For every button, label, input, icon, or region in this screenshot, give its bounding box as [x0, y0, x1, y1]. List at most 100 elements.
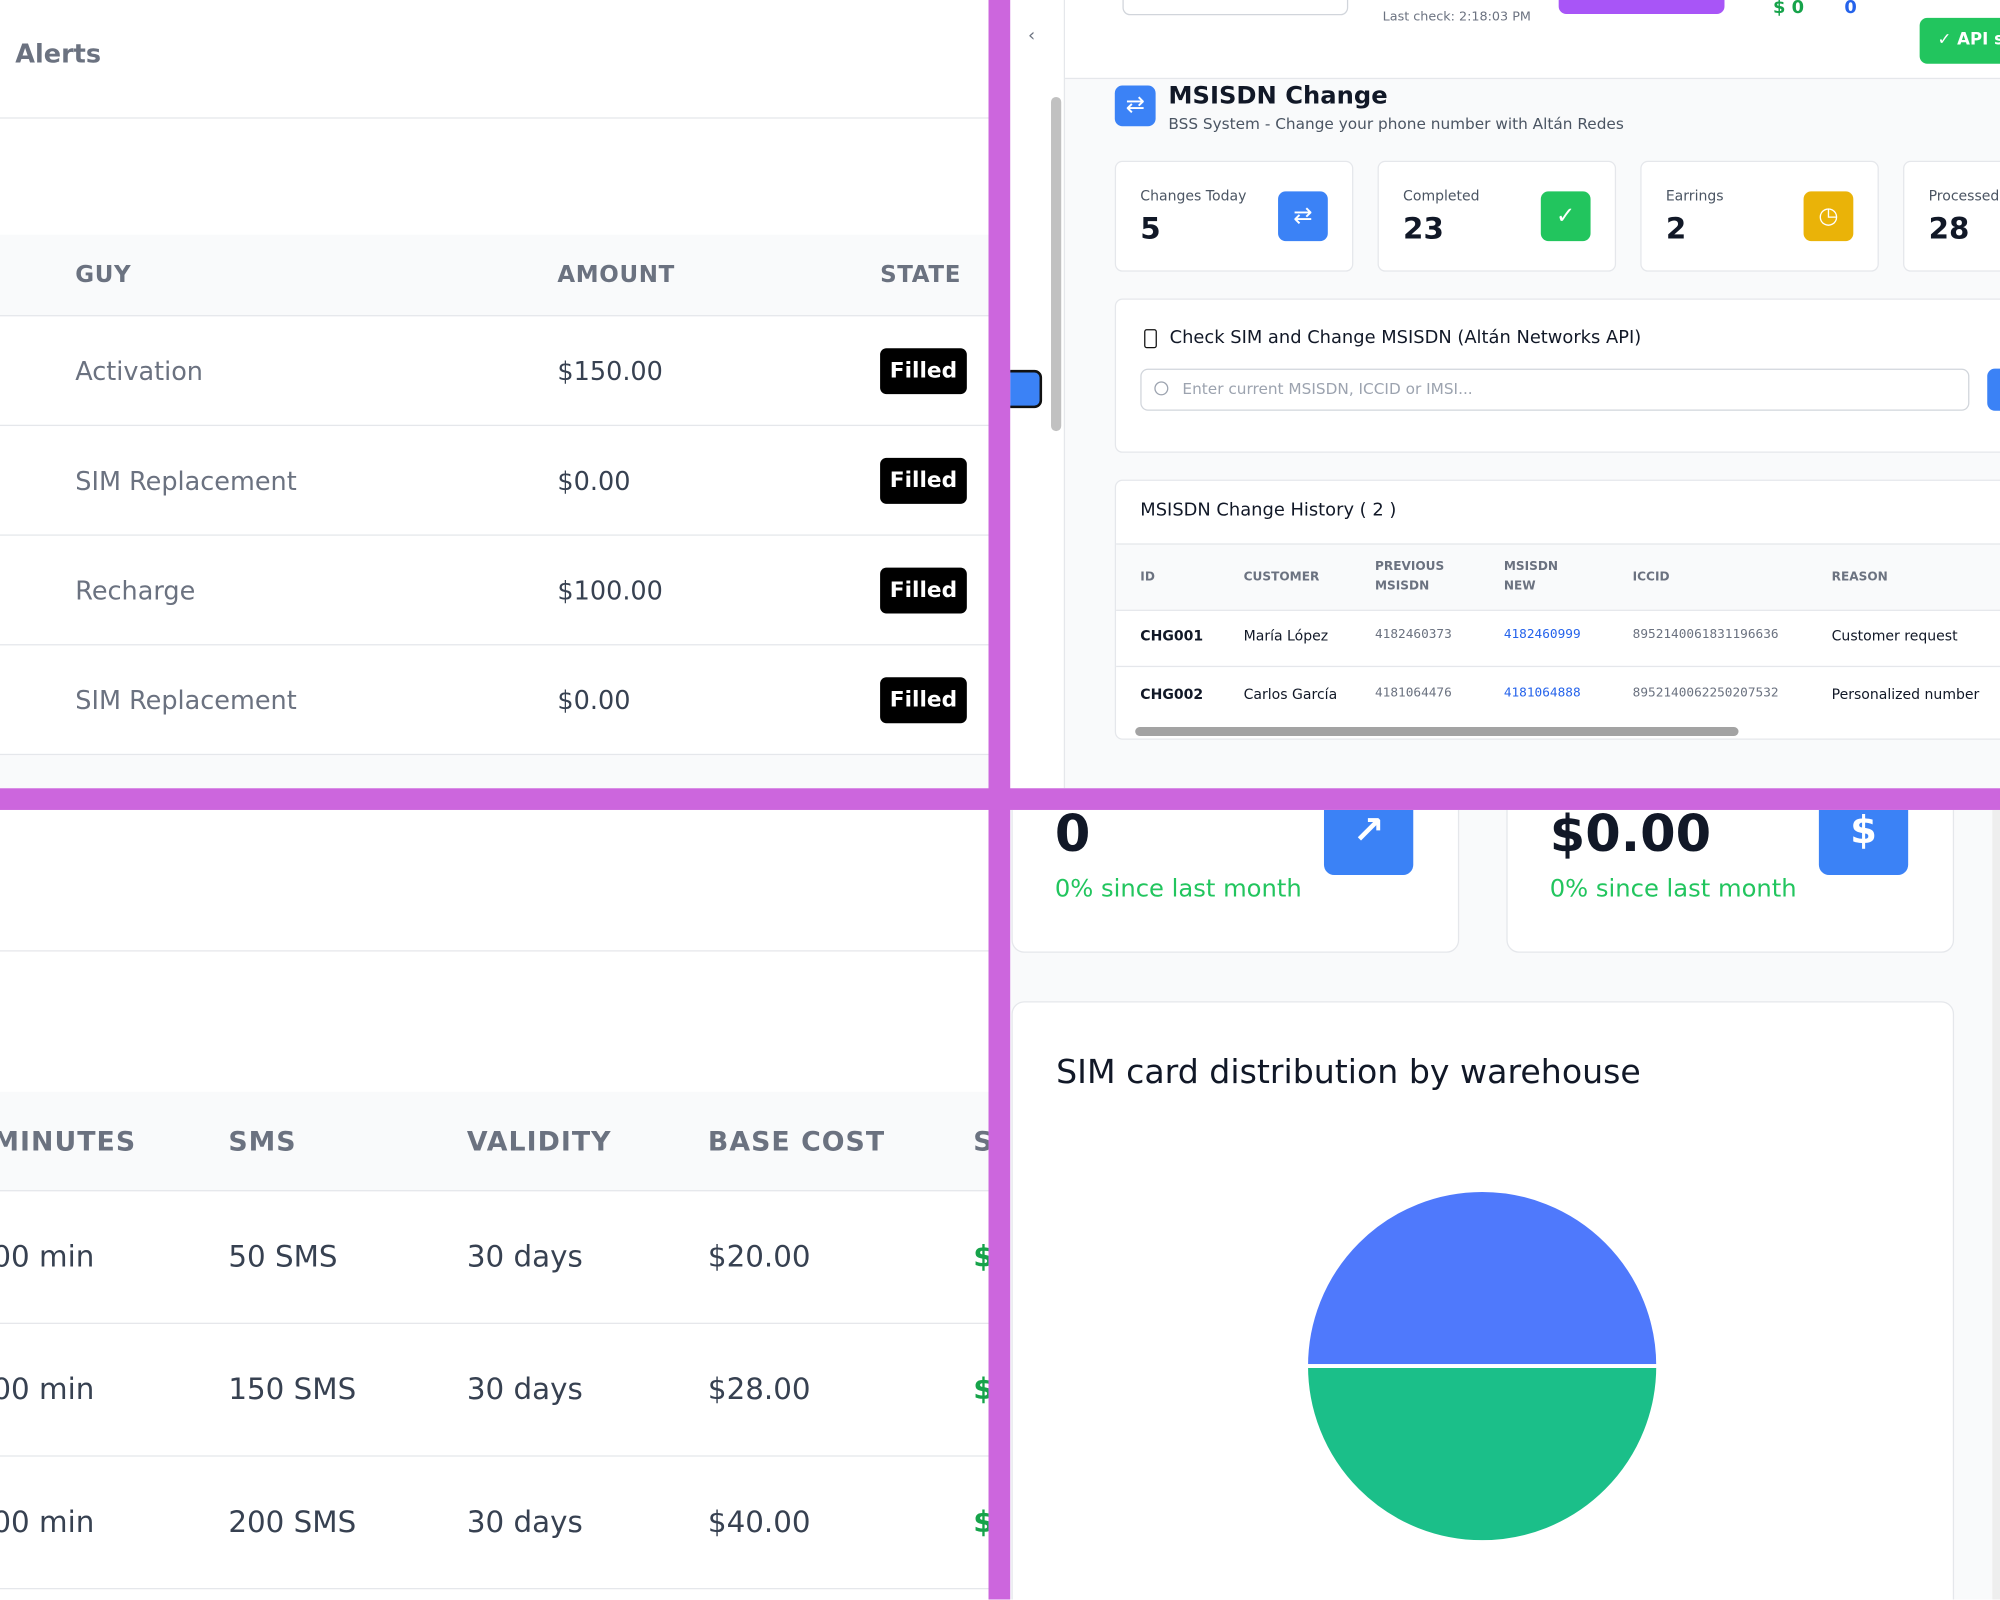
- stat-change: 0% since last month: [1549, 874, 1797, 904]
- state-badge: Filled: [880, 677, 967, 724]
- stat-value: 28: [1928, 213, 1970, 247]
- state-badge: Filled: [880, 348, 967, 395]
- cell-amount: $0.00: [557, 684, 631, 716]
- divider: [0, 950, 989, 952]
- row-divider: [0, 1455, 989, 1457]
- column-header: VALIDITY: [466, 1126, 612, 1157]
- history-column: CUSTOMER: [1243, 570, 1320, 585]
- purple-button[interactable]: [1558, 0, 1725, 15]
- plan-cell: 00 min: [0, 1241, 95, 1275]
- row-divider: [0, 534, 989, 536]
- right-edge: [1992, 809, 2000, 1600]
- history-card: [1114, 479, 2000, 740]
- table-header: [0, 1091, 989, 1192]
- stat-label: Earrings: [1665, 187, 1724, 205]
- stat-value: 2: [1665, 213, 1687, 247]
- plan-cell: $40.00: [707, 1506, 811, 1540]
- search-glass: [1154, 381, 1169, 396]
- stat-label: Completed: [1403, 187, 1480, 205]
- h-scrollbar: [1135, 727, 1739, 736]
- alerts-panel: Alerts GUY AMOUNT STATE Activation $150.00 Fi…: [0, 0, 989, 789]
- topbar: [1065, 0, 2000, 80]
- stat-icon: ⇄: [1278, 191, 1328, 242]
- history-title: MSISDN Change History ( 2 ): [1140, 499, 1397, 521]
- history-column: ID: [1140, 570, 1155, 585]
- column-header: STATE: [880, 261, 962, 289]
- row-divider: [0, 753, 989, 756]
- plan-cell: $28.00: [707, 1373, 811, 1407]
- panel-foot: [0, 755, 989, 789]
- stat-value: $0.00: [1549, 809, 1712, 864]
- history-cell: 4181064476: [1374, 686, 1452, 701]
- last-check: Last check: 2:18:03 PM: [1382, 10, 1531, 25]
- table-header: [0, 234, 989, 317]
- row-divider: [0, 1322, 989, 1324]
- cell-type: SIM Replacement: [75, 684, 297, 716]
- plan-cell: $: [973, 1324, 988, 1457]
- column-header: MINUTES: [0, 1126, 137, 1157]
- plan-cell: 50 SMS: [228, 1241, 338, 1275]
- search-input[interactable]: [1140, 368, 1970, 411]
- cell-type: Recharge: [75, 575, 196, 606]
- plan-cell: $: [973, 1457, 988, 1590]
- pie-slice: [1304, 1364, 1661, 1544]
- history-column: REASON: [1831, 570, 1888, 585]
- column-header: BASE COST: [707, 1126, 886, 1157]
- history-cell: CHG001: [1140, 627, 1204, 645]
- column-header: GUY: [75, 261, 132, 289]
- state-badge: Filled: [880, 457, 967, 504]
- history-column: PREVIOUS MSISDN: [1374, 559, 1445, 594]
- cell-type: SIM Replacement: [75, 465, 297, 497]
- history-cell: María López: [1243, 627, 1329, 645]
- cell-amount: $150.00: [557, 355, 663, 387]
- column-header: S: [973, 1092, 988, 1191]
- cell-amount: $100.00: [557, 575, 663, 606]
- history-cell: CHG002: [1140, 686, 1204, 703]
- history-cell: Personalized number: [1831, 686, 1980, 703]
- stat-card: [1903, 160, 2000, 272]
- column-header: AMOUNT: [557, 261, 675, 289]
- page-title: MSISDN Change: [1168, 81, 1388, 110]
- plan-cell: 150 SMS: [228, 1373, 357, 1407]
- row-divider: [0, 1588, 989, 1590]
- stat-value: 0: [1054, 809, 1091, 864]
- history-cell: 4182460999: [1503, 627, 1581, 642]
- check-button[interactable]: [1987, 368, 2000, 411]
- row-divider: [0, 644, 989, 646]
- history-cell: Customer request: [1831, 627, 1958, 645]
- chart-card: SIM card distribution by warehouse: [1011, 1001, 1955, 1600]
- balance: $ 0: [1772, 0, 1805, 18]
- row-divider: [1116, 665, 2000, 668]
- toast[interactable]: ✓ API s: [1919, 17, 2000, 64]
- plan-cell: 00 min: [0, 1373, 95, 1407]
- title-icon: ⇄: [1114, 85, 1156, 127]
- pie-chart: [1304, 1188, 1661, 1544]
- stat-icon: ◷: [1803, 191, 1854, 242]
- search-box[interactable]: [1122, 0, 1349, 16]
- plan-cell: 200 SMS: [228, 1506, 357, 1540]
- check-title: Check SIM and Change MSISDN (Altán Netwo…: [1169, 327, 1642, 349]
- msisdn-panel: ‹ Last check: 2:18:03 PM $ 0 0 ✓ API s ⇄…: [1010, 0, 2000, 789]
- state-badge: Filled: [880, 567, 967, 614]
- history-cell: 8952140061831196636: [1632, 627, 1779, 642]
- check-icon: [1144, 329, 1157, 349]
- stat-icon: ↗: [1323, 809, 1414, 875]
- sidebar-button[interactable]: [1010, 369, 1043, 409]
- history-cell: 4182460373: [1374, 627, 1452, 642]
- plan-cell: $20.00: [707, 1241, 811, 1275]
- chart-title: SIM card distribution by warehouse: [1056, 1053, 1641, 1092]
- page-subtitle: BSS System - Change your phone number wi…: [1168, 114, 1624, 133]
- plan-cell: 30 days: [466, 1373, 583, 1407]
- scrollbar: [1051, 96, 1062, 432]
- history-cell: 8952140062250207532: [1632, 686, 1779, 701]
- toast-text: API s: [1957, 30, 2000, 50]
- stat-label: Changes Today: [1140, 187, 1247, 205]
- cell-amount: $0.00: [557, 465, 631, 497]
- stat-change: 0% since last month: [1054, 874, 1302, 904]
- plans-panel: MINUTES SMS VALIDITY BASE COST S 00 min 50 SMS…: [0, 809, 989, 1600]
- divider: [0, 117, 989, 119]
- collapse-button[interactable]: ‹: [1028, 25, 1036, 46]
- history-column: ICCID: [1632, 570, 1670, 585]
